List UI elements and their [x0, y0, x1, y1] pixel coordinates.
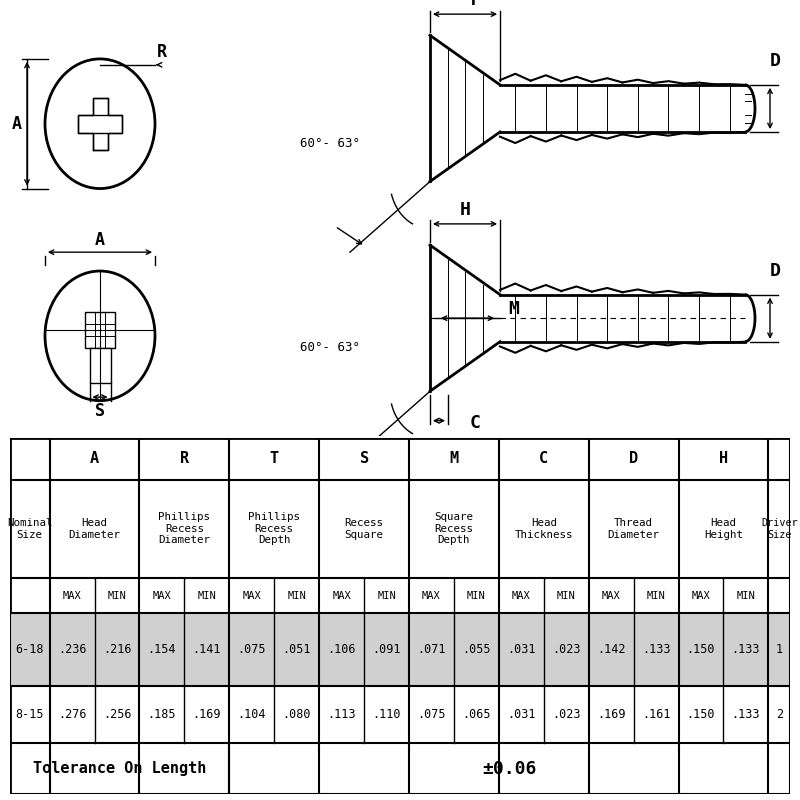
Text: .113: .113: [327, 708, 356, 722]
Text: .256: .256: [102, 708, 131, 722]
Bar: [85, 312, 115, 348]
Text: 8-15: 8-15: [15, 708, 44, 722]
Text: .023: .023: [552, 643, 581, 656]
Text: A: A: [95, 231, 105, 250]
Text: M: M: [450, 451, 458, 466]
Text: .185: .185: [148, 708, 176, 722]
Text: MAX: MAX: [62, 590, 82, 601]
Text: .080: .080: [282, 708, 311, 722]
Text: .169: .169: [597, 708, 626, 722]
Text: C: C: [539, 451, 548, 466]
Text: MAX: MAX: [512, 590, 530, 601]
Text: .106: .106: [327, 643, 356, 656]
Text: .091: .091: [372, 643, 401, 656]
Text: .216: .216: [102, 643, 131, 656]
Text: Recess
Square: Recess Square: [345, 518, 383, 540]
Text: MAX: MAX: [422, 590, 441, 601]
Text: .065: .065: [462, 708, 490, 722]
Text: .133: .133: [732, 643, 760, 656]
Text: S: S: [95, 402, 105, 420]
Text: .051: .051: [282, 643, 311, 656]
Bar: [10, 614, 790, 686]
Text: .150: .150: [686, 643, 715, 656]
Text: 60°- 63°: 60°- 63°: [300, 138, 360, 150]
Text: .154: .154: [148, 643, 176, 656]
Text: 6-18: 6-18: [15, 643, 44, 656]
Text: A: A: [90, 451, 99, 466]
Text: Head
Height: Head Height: [704, 518, 743, 540]
Text: H: H: [459, 201, 470, 218]
Text: M: M: [508, 300, 519, 318]
Text: .110: .110: [372, 708, 401, 722]
Text: MIN: MIN: [287, 590, 306, 601]
Text: A: A: [12, 114, 22, 133]
FancyBboxPatch shape: [93, 98, 107, 150]
Text: R: R: [157, 43, 167, 61]
Text: Head
Diameter: Head Diameter: [69, 518, 121, 540]
Text: .031: .031: [507, 708, 535, 722]
Text: .075: .075: [418, 708, 446, 722]
Text: .161: .161: [642, 708, 670, 722]
Text: Thread
Diameter: Thread Diameter: [608, 518, 660, 540]
Text: .075: .075: [238, 643, 266, 656]
Text: Tolerance On Length: Tolerance On Length: [33, 761, 206, 776]
Text: MAX: MAX: [242, 590, 261, 601]
Text: .055: .055: [462, 643, 490, 656]
Text: D: D: [770, 52, 781, 70]
Text: ±0.06: ±0.06: [482, 759, 537, 778]
Text: .276: .276: [58, 708, 86, 722]
Text: MIN: MIN: [557, 590, 576, 601]
Text: D: D: [629, 451, 638, 466]
Text: .071: .071: [418, 643, 446, 656]
Text: Phillips
Recess
Depth: Phillips Recess Depth: [248, 512, 300, 546]
Text: MIN: MIN: [646, 590, 666, 601]
Text: C: C: [470, 414, 481, 432]
Text: MAX: MAX: [692, 590, 710, 601]
Text: MAX: MAX: [332, 590, 351, 601]
Text: MIN: MIN: [467, 590, 486, 601]
Text: MIN: MIN: [737, 590, 755, 601]
Text: .142: .142: [597, 643, 626, 656]
Text: T: T: [270, 451, 279, 466]
Text: T: T: [467, 0, 478, 9]
Text: R: R: [180, 451, 189, 466]
Text: .031: .031: [507, 643, 535, 656]
FancyBboxPatch shape: [78, 115, 122, 133]
Text: MAX: MAX: [602, 590, 621, 601]
Text: Nominal
Size: Nominal Size: [7, 518, 52, 540]
Bar: [90, 348, 110, 383]
Text: .023: .023: [552, 708, 581, 722]
Text: Head
Thickness: Head Thickness: [514, 518, 573, 540]
Text: H: H: [719, 451, 728, 466]
Text: Square
Recess
Depth: Square Recess Depth: [434, 512, 474, 546]
Text: 1: 1: [776, 643, 783, 656]
Text: .150: .150: [686, 708, 715, 722]
Text: S: S: [359, 451, 369, 466]
Text: 2: 2: [776, 708, 783, 722]
Text: .133: .133: [642, 643, 670, 656]
Text: MIN: MIN: [377, 590, 396, 601]
Text: Driver
Size: Driver Size: [761, 518, 798, 540]
Text: .133: .133: [732, 708, 760, 722]
Text: MIN: MIN: [198, 590, 216, 601]
Text: MAX: MAX: [153, 590, 171, 601]
Text: .104: .104: [238, 708, 266, 722]
Text: 60°- 63°: 60°- 63°: [300, 341, 360, 354]
Text: MIN: MIN: [108, 590, 126, 601]
Text: D: D: [770, 262, 781, 280]
Text: .169: .169: [193, 708, 221, 722]
Text: .141: .141: [193, 643, 221, 656]
Text: .236: .236: [58, 643, 86, 656]
Text: Phillips
Recess
Diameter: Phillips Recess Diameter: [158, 512, 210, 546]
